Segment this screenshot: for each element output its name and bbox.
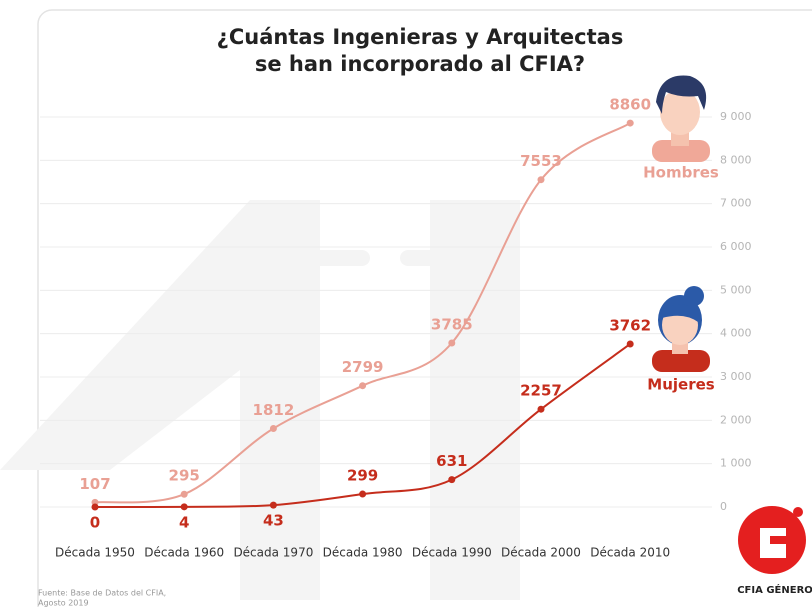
logo-text: CFIA GÉNERO [737,583,812,596]
data-label: 43 [263,512,284,530]
point [180,490,188,498]
point [626,119,634,127]
y-tick-label: 9 000 [720,110,752,123]
x-tick-label: Década 1970 [233,546,313,560]
y-tick-label: 3 000 [720,370,752,383]
y-tick-label: 7 000 [720,197,752,210]
data-label: 2257 [520,382,562,400]
data-label: 107 [79,475,110,493]
x-tick-label: Década 1950 [55,546,135,560]
x-tick-label: Década 1960 [144,546,224,560]
point [359,490,367,498]
y-tick-label: 8 000 [720,153,752,166]
data-label: 7553 [520,152,562,170]
point [269,424,277,432]
source: Agosto 2019 [38,599,89,607]
point [91,503,99,511]
watermark [0,200,520,600]
data-label: 299 [347,467,378,485]
point [180,503,188,511]
man-icon [652,75,710,162]
point [448,339,456,347]
source: Fuente: Base de Datos del CFIA, [38,589,166,598]
data-label: 631 [436,452,467,470]
data-label: 8860 [609,96,651,114]
logo-icon [738,506,806,574]
y-tick-label: 0 [720,500,727,513]
data-label: 2799 [342,358,384,376]
data-label: 3762 [609,316,651,334]
point [269,501,277,509]
legend-label: Mujeres [647,376,714,394]
point [359,382,367,390]
data-label: 4 [179,513,189,531]
legend-label: Hombres [643,164,719,182]
chart-title: ¿Cuántas Ingenieras y Arquitectas [217,25,624,49]
woman-icon [652,286,710,372]
point [537,405,545,413]
frame [37,9,812,607]
x-tick-label: Década 2010 [590,546,670,560]
chart-title: se han incorporado al CFIA? [255,52,585,76]
point [537,176,545,184]
y-tick-label: 5 000 [720,283,752,296]
point [448,476,456,484]
point [626,340,634,348]
y-tick-label: 2 000 [720,413,752,426]
data-label: 0 [90,514,100,532]
data-label: 295 [169,467,200,485]
x-tick-label: Década 2000 [501,546,581,560]
x-tick-label: Década 1980 [323,546,403,560]
y-tick-label: 1 000 [720,457,752,470]
y-tick-label: 6 000 [720,240,752,253]
data-label: 3785 [431,315,473,333]
data-label: 1812 [253,401,295,419]
x-tick-label: Década 1990 [412,546,492,560]
y-tick-label: 4 000 [720,327,752,340]
